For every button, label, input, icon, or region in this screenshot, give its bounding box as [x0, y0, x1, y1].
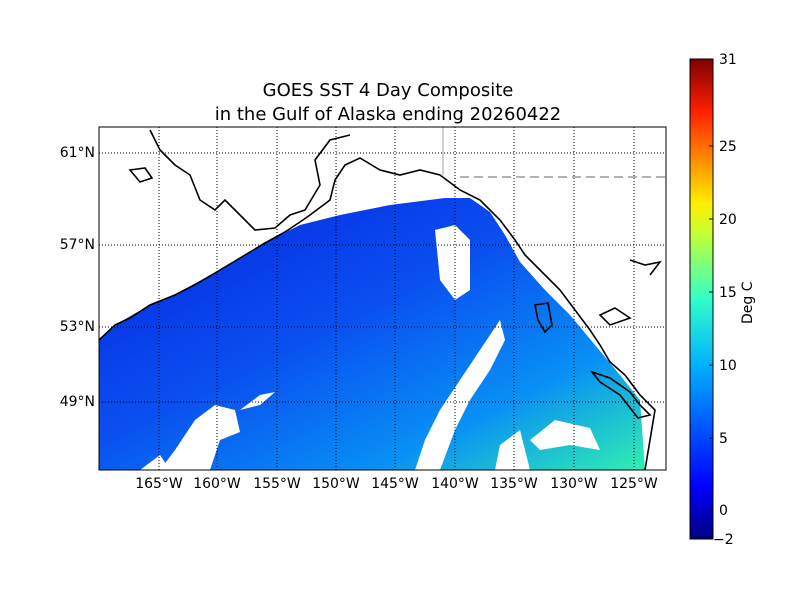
map-title-line2: in the Gulf of Alaska ending 20260422 — [214, 104, 562, 125]
colorbar — [689, 58, 714, 540]
lon-label: 160°W — [193, 476, 241, 492]
lon-label: 125°W — [610, 476, 658, 492]
colorbar-tick-label: 10 — [719, 358, 737, 374]
lon-label: 165°W — [135, 476, 183, 492]
colorbar-tick-label: −2 — [713, 532, 734, 548]
colorbar-tick-label: 15 — [719, 285, 737, 301]
colorbar-ticks — [709, 145, 713, 511]
colorbar-tick-label: 20 — [719, 212, 737, 228]
colorbar-tick-label: 25 — [719, 139, 737, 155]
lat-label: 49°N — [59, 394, 95, 410]
colorbar-tick-label: 5 — [719, 431, 728, 447]
lon-label: 155°W — [253, 476, 301, 492]
map-frame — [98, 126, 667, 471]
colorbar-tick-label: 31 — [719, 52, 737, 68]
lat-label: 57°N — [59, 237, 95, 253]
colorbar-tick-label: 0 — [719, 503, 728, 519]
lon-label: 135°W — [490, 476, 538, 492]
cloud-mask — [140, 225, 600, 470]
lon-label: 145°W — [371, 476, 419, 492]
colorbar-label: Deg C — [740, 281, 756, 324]
map-title-line1: GOES SST 4 Day Composite — [262, 80, 514, 101]
ocean-sst-field — [99, 198, 645, 470]
lat-label: 53°N — [59, 319, 95, 335]
lon-label: 130°W — [550, 476, 598, 492]
lat-label: 61°N — [59, 145, 95, 161]
graticule — [99, 127, 666, 470]
lon-label: 140°W — [431, 476, 479, 492]
lon-label: 150°W — [312, 476, 360, 492]
